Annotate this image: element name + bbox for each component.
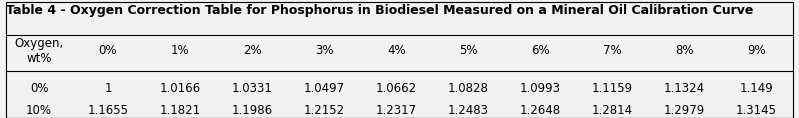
Text: 1.0828: 1.0828 (448, 82, 489, 95)
Text: 1.1159: 1.1159 (592, 82, 633, 95)
Text: 1.3145: 1.3145 (736, 104, 777, 117)
Text: 1.0331: 1.0331 (232, 82, 272, 95)
Text: Oxygen,
wt%: Oxygen, wt% (14, 37, 64, 65)
Text: 1.1986: 1.1986 (232, 104, 272, 117)
Text: 1.0993: 1.0993 (520, 82, 561, 95)
Text: 1.1324: 1.1324 (664, 82, 705, 95)
Text: 1: 1 (104, 82, 112, 95)
Text: 0%: 0% (30, 82, 49, 95)
Text: 1.2814: 1.2814 (592, 104, 633, 117)
Text: 1.2979: 1.2979 (664, 104, 706, 117)
Text: 6%: 6% (531, 44, 550, 57)
Text: 0%: 0% (99, 44, 117, 57)
Text: 1.2483: 1.2483 (447, 104, 489, 117)
Text: 1%: 1% (171, 44, 189, 57)
Text: 5%: 5% (459, 44, 478, 57)
Text: 1.2648: 1.2648 (520, 104, 561, 117)
Text: 1.0497: 1.0497 (304, 82, 344, 95)
Text: 7%: 7% (603, 44, 622, 57)
Text: 1.1821: 1.1821 (160, 104, 201, 117)
Text: Table 4 - Oxygen Correction Table for Phosphorus in Biodiesel Measured on a Mine: Table 4 - Oxygen Correction Table for Ph… (6, 4, 753, 17)
Text: 1.2152: 1.2152 (304, 104, 344, 117)
Text: 1.2317: 1.2317 (376, 104, 417, 117)
Text: 1.0662: 1.0662 (376, 82, 417, 95)
Text: 1.1655: 1.1655 (87, 104, 129, 117)
Text: 1.0166: 1.0166 (160, 82, 201, 95)
Text: 9%: 9% (747, 44, 766, 57)
Text: 10%: 10% (26, 104, 52, 117)
Text: 1.149: 1.149 (740, 82, 773, 95)
Text: 2%: 2% (243, 44, 261, 57)
Text: 3%: 3% (315, 44, 333, 57)
Text: 4%: 4% (387, 44, 406, 57)
Text: 8%: 8% (675, 44, 694, 57)
